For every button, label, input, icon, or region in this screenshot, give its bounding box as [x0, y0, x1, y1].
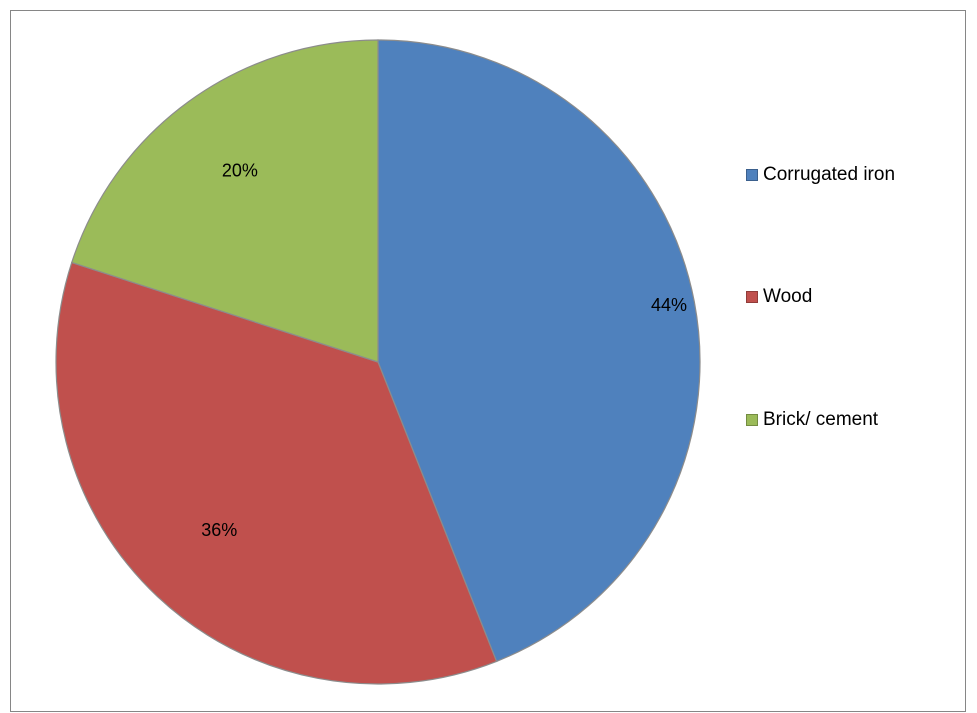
- legend-item-corrugated-iron: Corrugated iron: [746, 164, 895, 186]
- legend-label-corrugated-iron: Corrugated iron: [763, 164, 896, 185]
- pie-slice-brick-cement: [71, 39, 379, 363]
- legend-swatch-wood: [746, 291, 758, 303]
- legend-label-wood: Wood: [763, 286, 813, 307]
- data-label-corrugated-iron: 44%: [651, 295, 687, 315]
- pie-slices: [55, 39, 701, 685]
- pie-slice-corrugated-iron: [377, 39, 701, 663]
- pie-slice-wood: [55, 261, 498, 685]
- pie-labels: 44% 36% 20%: [201, 161, 687, 540]
- legend-label-brick-cement: Brick/ cement: [763, 409, 879, 430]
- legend-item-wood: Wood: [746, 286, 812, 308]
- data-label-wood: 36%: [201, 520, 237, 540]
- legend-item-brick-cement: Brick/ cement: [746, 409, 878, 431]
- legend-swatch-brick-cement: [746, 414, 758, 426]
- data-label-brick-cement: 20%: [222, 161, 258, 181]
- legend-swatch-corrugated-iron: [746, 169, 758, 181]
